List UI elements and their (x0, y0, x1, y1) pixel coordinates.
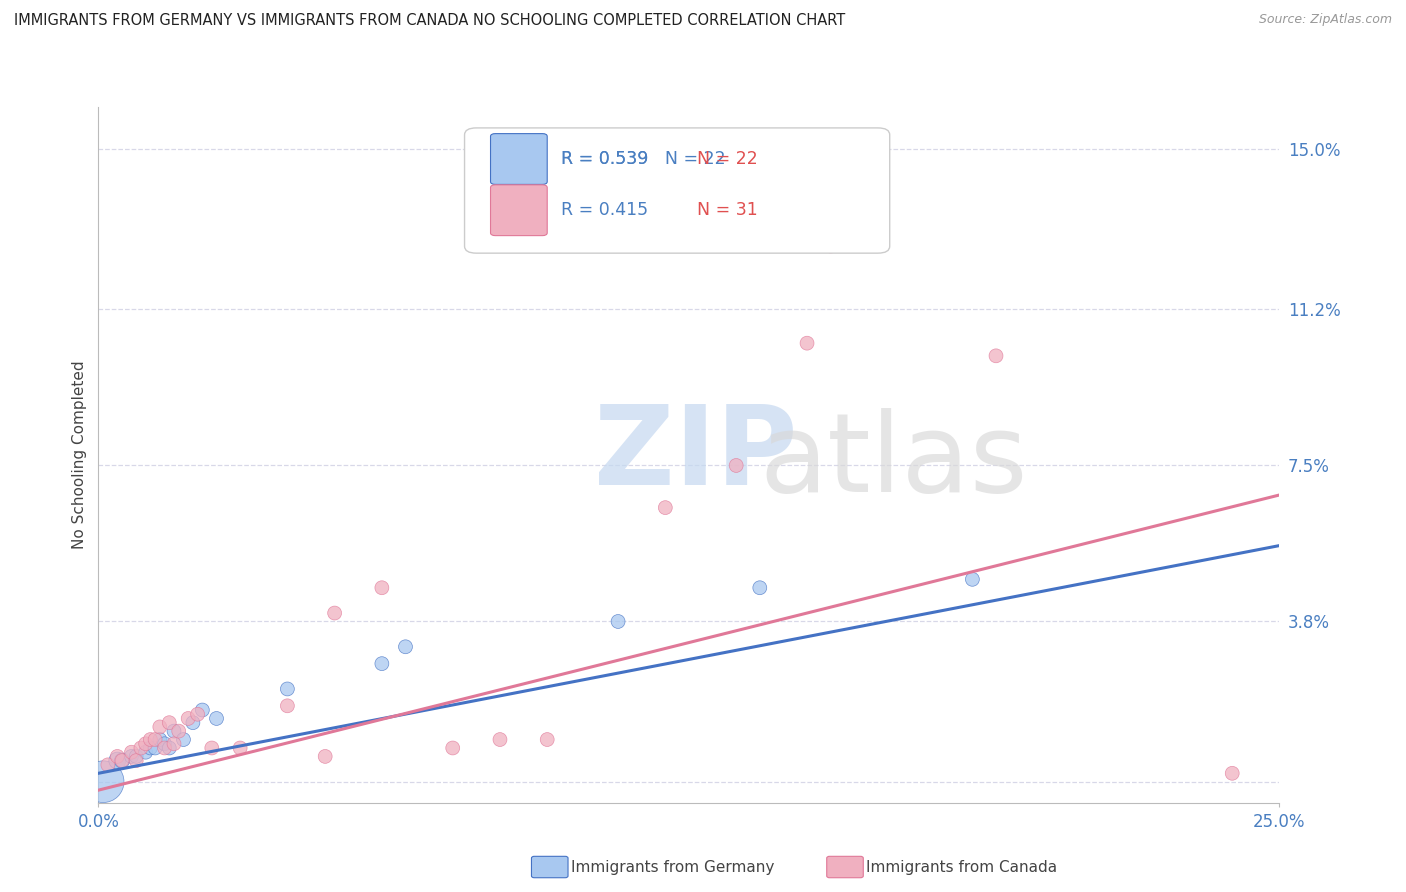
Text: R = 0.539   N = 22: R = 0.539 N = 22 (561, 150, 725, 168)
Y-axis label: No Schooling Completed: No Schooling Completed (72, 360, 87, 549)
Point (135, 737, 157, 751)
Point (201, 741, 224, 756)
Point (111, 754, 134, 768)
Point (441, 741, 464, 756)
Point (157, 715, 180, 730)
Point (191, 703, 214, 717)
Text: N = 22: N = 22 (697, 150, 758, 168)
FancyBboxPatch shape (491, 134, 547, 185)
Point (748, 581, 770, 595)
Text: N = 31: N = 31 (697, 202, 758, 219)
Point (276, 698, 298, 713)
Point (371, 657, 394, 671)
Point (149, 720, 172, 734)
Point (143, 732, 166, 747)
Point (654, 500, 676, 515)
Text: Immigrants from Canada: Immigrants from Canada (866, 860, 1057, 874)
Point (394, 640, 416, 654)
Text: Immigrants from Germany: Immigrants from Germany (571, 860, 775, 874)
Point (163, 724, 186, 739)
Point (181, 715, 204, 730)
Point (153, 741, 176, 756)
Point (607, 615, 630, 629)
Point (91, 774, 114, 789)
Point (177, 711, 200, 725)
Point (97, 757, 120, 772)
Point (163, 737, 186, 751)
Point (125, 749, 148, 764)
Text: IMMIGRANTS FROM GERMANY VS IMMIGRANTS FROM CANADA NO SCHOOLING COMPLETED CORRELA: IMMIGRANTS FROM GERMANY VS IMMIGRANTS FR… (14, 13, 845, 29)
Point (984, 349, 1007, 363)
Point (489, 732, 512, 747)
Point (229, 741, 252, 756)
FancyBboxPatch shape (464, 128, 890, 253)
Point (1220, 766, 1243, 780)
Point (129, 741, 152, 756)
Text: R = 0.415: R = 0.415 (561, 202, 648, 219)
Point (205, 711, 228, 725)
Point (143, 741, 166, 756)
Text: R = 0.539: R = 0.539 (561, 150, 648, 168)
Point (125, 754, 148, 768)
Point (536, 732, 558, 747)
Point (820, 239, 842, 253)
Point (135, 745, 157, 759)
Point (157, 741, 180, 756)
Text: ZIP: ZIP (595, 401, 797, 508)
Point (105, 754, 128, 768)
Point (371, 581, 394, 595)
Point (796, 336, 818, 351)
Point (323, 606, 346, 620)
Point (172, 732, 194, 747)
Text: atlas: atlas (759, 409, 1028, 516)
Point (121, 745, 143, 759)
Point (187, 707, 209, 722)
Point (276, 681, 298, 696)
Point (153, 737, 176, 751)
Point (725, 458, 748, 473)
FancyBboxPatch shape (491, 185, 547, 235)
Text: Source: ZipAtlas.com: Source: ZipAtlas.com (1258, 13, 1392, 27)
Point (105, 749, 128, 764)
Point (314, 749, 336, 764)
Point (149, 732, 172, 747)
Point (139, 741, 162, 756)
Point (111, 754, 134, 768)
Point (167, 724, 190, 739)
Point (121, 749, 143, 764)
Point (962, 572, 984, 586)
Point (139, 732, 162, 747)
